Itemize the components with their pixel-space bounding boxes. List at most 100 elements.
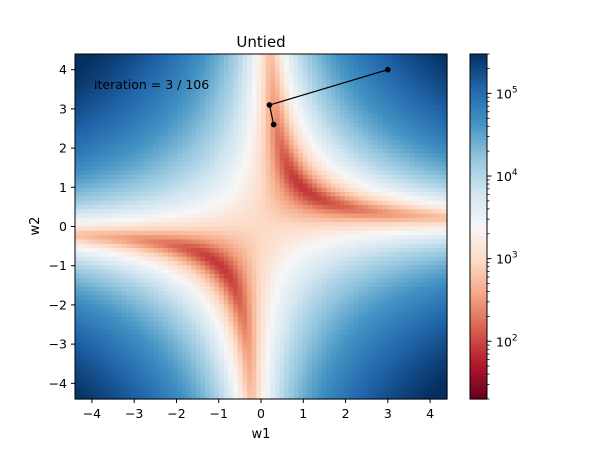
heatmap-cell (112, 330, 118, 335)
heatmap-cell (344, 364, 350, 370)
heatmap-cell (135, 140, 141, 146)
heatmap-cell (75, 364, 81, 370)
heatmap-cell (302, 282, 309, 288)
heatmap-cell (163, 235, 169, 241)
heatmap-cell (172, 248, 178, 253)
heatmap-cell (163, 299, 169, 305)
heatmap-cell (312, 192, 318, 197)
heatmap-cell (223, 291, 230, 297)
heatmap-cell (326, 170, 332, 176)
heatmap-cell (247, 135, 253, 141)
heatmap-cell (116, 330, 123, 335)
heatmap-cell (149, 295, 155, 301)
heatmap-cell (247, 118, 253, 124)
heatmap-cell (261, 166, 267, 172)
heatmap-cell (121, 334, 127, 340)
heatmap-cell (340, 114, 346, 120)
heatmap-cell (233, 71, 239, 77)
heatmap-cell (349, 269, 355, 275)
heatmap-cell (163, 351, 169, 357)
heatmap-cell (112, 217, 118, 223)
heatmap-cell (335, 110, 341, 115)
heatmap-cell (354, 209, 360, 215)
heatmap-cell (88, 75, 95, 81)
heatmap-cell (177, 273, 183, 279)
heatmap-cell (284, 131, 290, 137)
heatmap-cell (265, 390, 271, 396)
heatmap-cell (200, 209, 206, 215)
heatmap-cell (195, 273, 202, 279)
heatmap-cell (330, 209, 336, 215)
heatmap-cell (205, 265, 211, 271)
heatmap-cell (237, 105, 243, 111)
heatmap-cell (284, 261, 290, 266)
heatmap-cell (326, 192, 332, 197)
heatmap-cell (242, 338, 248, 344)
heatmap-cell (270, 317, 276, 322)
heatmap-cell (126, 321, 132, 327)
heatmap-cell (214, 239, 220, 245)
heatmap-cell (107, 347, 113, 353)
heatmap-cell (93, 278, 99, 284)
heatmap-cell (84, 265, 90, 271)
heatmap-cell (200, 386, 206, 391)
heatmap-cell (116, 170, 123, 176)
heatmap-cell (326, 144, 332, 150)
heatmap-cell (126, 192, 132, 197)
heatmap-cell (79, 209, 85, 215)
heatmap-cell (330, 261, 336, 266)
heatmap-cell (154, 364, 160, 370)
heatmap-cell (237, 299, 243, 305)
heatmap-cell (149, 174, 155, 180)
heatmap-cell (274, 312, 281, 318)
heatmap-cell (112, 153, 118, 159)
heatmap-cell (214, 123, 220, 128)
heatmap-cell (200, 239, 206, 245)
heatmap-cell (302, 135, 309, 141)
heatmap-cell (126, 243, 132, 249)
heatmap-cell (228, 299, 234, 305)
heatmap-cell (307, 291, 313, 297)
heatmap-cell (312, 209, 318, 215)
heatmap-cell (288, 148, 295, 154)
heatmap-cell (274, 317, 281, 322)
heatmap-cell (154, 317, 160, 322)
heatmap-cell (172, 338, 178, 344)
heatmap-cell (112, 265, 118, 271)
heatmap-cell (326, 114, 332, 120)
heatmap-cell (340, 381, 346, 387)
heatmap-cell (79, 278, 85, 284)
heatmap-cell (321, 390, 327, 396)
heatmap-cell (219, 243, 225, 249)
heatmap-cell (261, 161, 267, 167)
heatmap-cell (349, 183, 355, 189)
heatmap-cell (149, 88, 155, 94)
heatmap-cell (279, 269, 285, 275)
heatmap-cell (302, 131, 309, 137)
heatmap-cell (79, 131, 85, 137)
heatmap-cell (288, 114, 295, 120)
heatmap-cell (181, 179, 188, 184)
heatmap-cell (177, 144, 183, 150)
heatmap-cell (102, 269, 109, 275)
heatmap-cell (363, 166, 369, 172)
heatmap-cell (284, 278, 290, 284)
heatmap-cell (223, 187, 230, 193)
heatmap-cell (228, 58, 234, 64)
heatmap-cell (107, 161, 113, 167)
heatmap-cell (186, 235, 192, 241)
heatmap-cell (349, 355, 355, 361)
heatmap-cell (228, 312, 234, 318)
heatmap-cell (307, 312, 313, 318)
heatmap-cell (84, 179, 90, 184)
heatmap-cell (79, 153, 85, 159)
heatmap-cell (168, 200, 174, 206)
heatmap (75, 54, 448, 400)
heatmap-cell (307, 330, 313, 335)
heatmap-cell (251, 161, 257, 167)
heatmap-cell (274, 200, 281, 206)
heatmap-cell (265, 75, 271, 81)
heatmap-cell (288, 243, 295, 249)
heatmap-cell (191, 187, 197, 193)
heatmap-cell (144, 334, 150, 340)
